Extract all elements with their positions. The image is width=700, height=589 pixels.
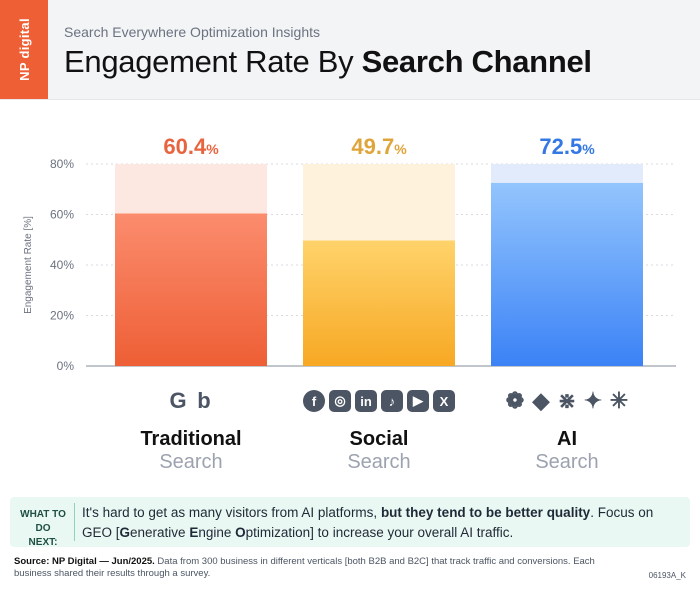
chart-subtitle: Search Everywhere Optimization Insights xyxy=(64,24,320,40)
category-subname: Search xyxy=(159,451,223,473)
category-subname: Search xyxy=(347,451,411,473)
data-label: 72.5% xyxy=(539,134,595,159)
x-icon: X xyxy=(433,390,455,412)
youtube-icon: ▶ xyxy=(407,390,429,412)
np-digital-logo: NP digital xyxy=(0,0,48,99)
claude-icon: ✳ xyxy=(609,388,629,413)
facebook-icon: f xyxy=(303,390,325,412)
bar xyxy=(303,240,455,366)
y-tick-label: 60% xyxy=(50,208,74,222)
bar-chart: Engagement Rate [%] 0% 20% 40% 60% 80% 60.4% 49… xyxy=(23,134,676,373)
category-name: Traditional xyxy=(140,428,242,450)
instagram-icon: ◎ xyxy=(329,390,351,412)
y-axis-title: Engagement Rate [%] xyxy=(23,216,34,314)
what-to-do-next-callout: WHAT TO DO NEXT: It's hard to get as man… xyxy=(10,497,690,548)
chart-title: Engagement Rate By Search Channel xyxy=(64,44,592,79)
data-label: 60.4% xyxy=(163,134,219,159)
data-label-unit: % xyxy=(582,141,595,157)
tiktok-icon: ♪ xyxy=(381,390,403,412)
chart-code: 06193A_K xyxy=(648,571,686,580)
data-label-unit: % xyxy=(206,141,219,157)
google-icon: G xyxy=(169,388,187,413)
gemini-icon: ✦ xyxy=(583,388,603,413)
linkedin-icon: in xyxy=(355,390,377,412)
y-tick-label: 80% xyxy=(50,157,74,171)
data-label-unit: % xyxy=(394,141,407,157)
category-icons: f ◎ in ♪ ▶ X xyxy=(294,390,464,414)
y-tick-label: 40% xyxy=(50,258,74,272)
data-label: 49.7% xyxy=(351,134,407,159)
callout-label: WHAT TO DO NEXT: xyxy=(20,509,66,548)
footer-note: Source: NP Digital — Jun/2025. Data from… xyxy=(14,556,595,579)
callout-divider xyxy=(74,503,75,541)
copilot-icon: ◆ xyxy=(532,388,550,413)
callout-text: It's hard to get as many visitors from A… xyxy=(82,505,654,540)
category-icons: ❁ ◆ ⋇ ✦ ✳ xyxy=(482,388,652,414)
bar xyxy=(491,182,643,366)
category-name: AI xyxy=(557,428,577,450)
y-tick-label: 20% xyxy=(50,309,74,323)
y-tick-label: 0% xyxy=(57,359,75,373)
bing-icon: b xyxy=(197,388,211,413)
bar xyxy=(115,213,267,366)
category-subname: Search xyxy=(535,451,599,473)
category-name: Social xyxy=(349,428,409,450)
perplexity-icon: ⋇ xyxy=(557,388,577,413)
header-divider xyxy=(0,99,700,100)
header: NP digital Search Everywhere Optimizatio… xyxy=(0,0,700,99)
chatgpt-icon: ❁ xyxy=(505,388,525,413)
